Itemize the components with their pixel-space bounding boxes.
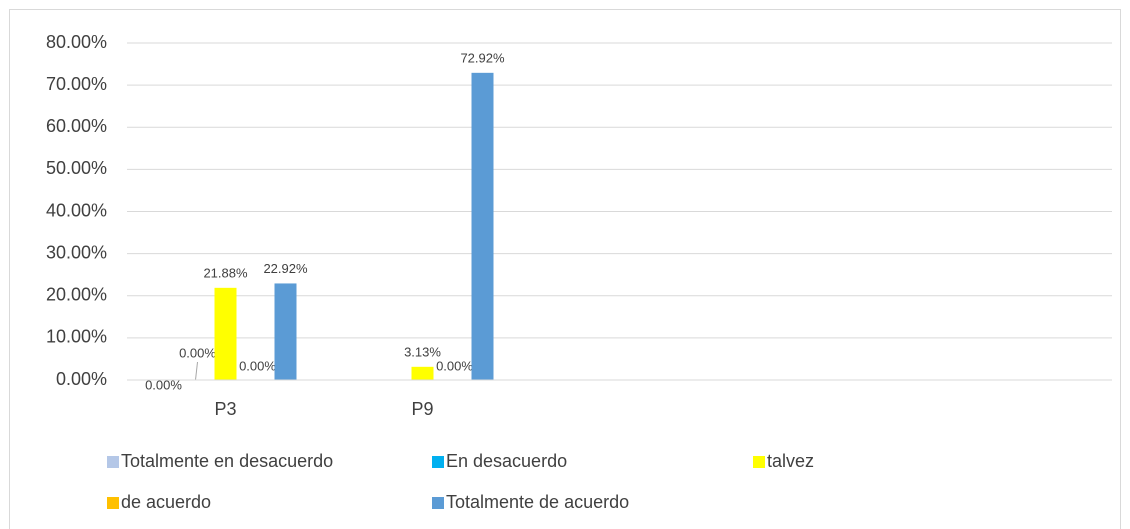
bar xyxy=(214,287,237,380)
y-tick-label: 80.00% xyxy=(46,32,107,52)
legend-swatch xyxy=(107,456,119,468)
legend-label: En desacuerdo xyxy=(446,451,567,471)
y-tick-label: 60.00% xyxy=(46,116,107,136)
x-tick-label: P3 xyxy=(214,399,236,419)
x-tick-label: P9 xyxy=(411,399,433,419)
data-label: 72.92% xyxy=(460,50,505,65)
legend-swatch xyxy=(432,497,444,509)
leader-line xyxy=(195,361,198,381)
y-tick-label: 10.00% xyxy=(46,327,107,347)
legend-label: de acuerdo xyxy=(121,492,211,512)
data-label: 0.00% xyxy=(436,358,473,373)
y-tick-label: 70.00% xyxy=(46,74,107,94)
y-tick-label: 40.00% xyxy=(46,200,107,220)
legend-label: Totalmente de acuerdo xyxy=(446,492,629,512)
legend-swatch xyxy=(432,456,444,468)
bar xyxy=(274,283,297,380)
bar xyxy=(471,72,494,381)
legend-label: Totalmente en desacuerdo xyxy=(121,451,333,471)
y-tick-label: 30.00% xyxy=(46,242,107,262)
data-label: 21.88% xyxy=(203,265,248,280)
data-label: 0.00% xyxy=(145,377,182,392)
legend-swatch xyxy=(107,497,119,509)
y-tick-label: 0.00% xyxy=(56,369,107,389)
y-tick-label: 20.00% xyxy=(46,285,107,305)
chart-frame xyxy=(9,9,1121,529)
legend-label: talvez xyxy=(767,451,814,471)
data-label: 3.13% xyxy=(404,344,441,359)
data-label: 0.00% xyxy=(179,345,216,360)
data-label: 22.92% xyxy=(263,261,308,276)
data-label: 0.00% xyxy=(239,358,276,373)
bar xyxy=(411,366,434,380)
legend-swatch xyxy=(753,456,765,468)
y-tick-label: 50.00% xyxy=(46,158,107,178)
